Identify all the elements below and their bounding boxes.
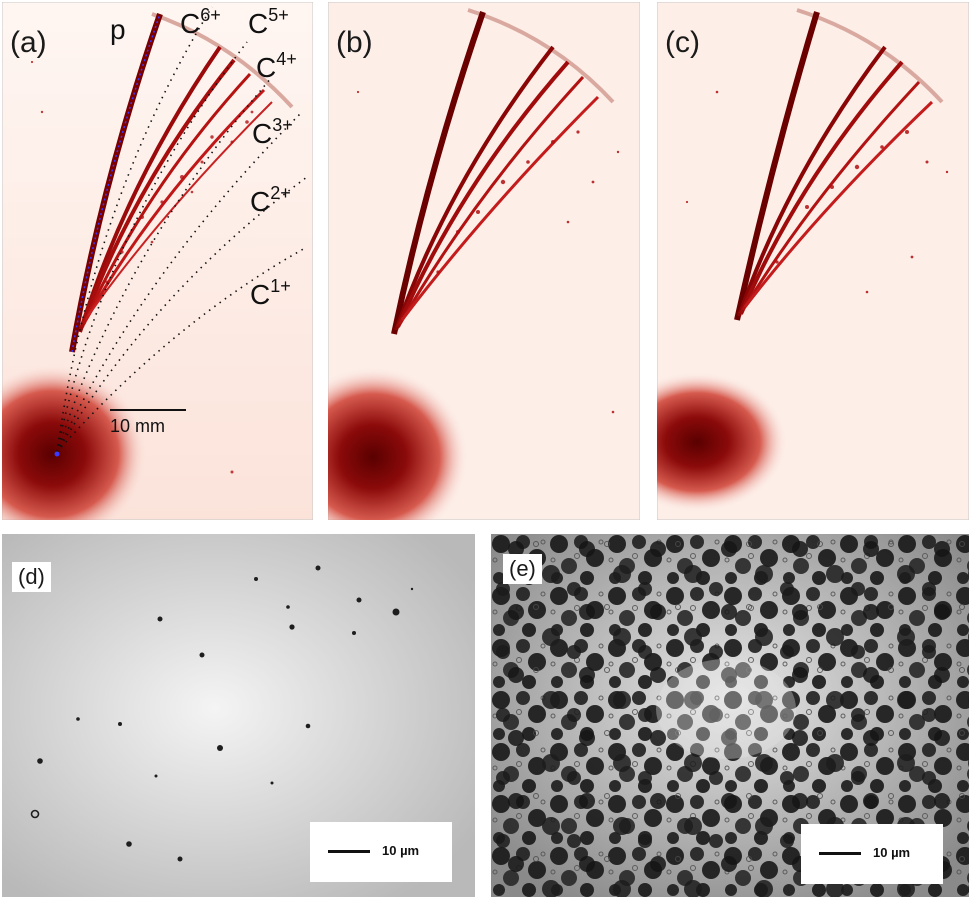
zero-order-spot — [328, 367, 468, 520]
panel-c-image — [657, 2, 969, 520]
panel-b-image — [328, 2, 640, 520]
zero-order-spot — [657, 372, 787, 512]
scale-bar-d: 10 µm — [310, 822, 452, 882]
panel-d: (d) 10 µm — [2, 534, 475, 897]
panel-b-label: (b) — [336, 26, 373, 59]
carbon-trace — [84, 88, 266, 321]
proton-trace — [734, 11, 820, 321]
ion-label-c3: C3+ — [252, 115, 293, 149]
panel-b: (b) — [328, 2, 640, 520]
scale-bar-d-label: 10 µm — [382, 843, 420, 858]
panel-c-label: (c) — [665, 26, 700, 59]
ion-label-p: p — [110, 14, 126, 45]
panel-d-label: (d) — [12, 562, 51, 592]
panel-c: (c) — [657, 2, 969, 520]
panel-e-label: (e) — [503, 554, 542, 584]
panel-e: (e) 10 µm — [491, 534, 969, 897]
carbon-trace — [394, 45, 555, 331]
ion-label-c2: C2+ — [250, 183, 291, 217]
ion-label-c6: C6+ — [180, 5, 221, 39]
panel-a-image — [2, 2, 313, 520]
scale-bar-d-line — [328, 850, 370, 853]
carbon-trace — [737, 45, 887, 317]
panel-a: (a) p C6+ C5+ C4+ C3+ C2+ C1+ 10 mm — [2, 2, 313, 520]
carbon-trace — [400, 95, 600, 321]
scale-bar-label: 10 mm — [110, 416, 166, 436]
carbon-trace — [739, 60, 904, 315]
carbon-trace — [741, 80, 921, 311]
zero-order-spot — [2, 364, 147, 520]
ion-label-c5: C5+ — [248, 5, 289, 39]
carbon-trace — [82, 72, 252, 325]
carbon-trace — [80, 58, 236, 328]
panel-a-label: (a) — [10, 26, 47, 59]
carbon-trace — [396, 60, 570, 328]
scale-bar-e-label: 10 µm — [873, 845, 911, 860]
carbon-trace — [743, 100, 934, 308]
scale-bar-line — [110, 409, 186, 411]
particle-dots — [37, 565, 414, 862]
ion-label-c1: C1+ — [250, 276, 291, 310]
carbon-trace — [398, 75, 585, 325]
proton-trace — [391, 11, 486, 335]
ion-label-c4: C4+ — [256, 49, 297, 83]
scale-bar-e-line — [819, 852, 861, 855]
carbon-trace — [87, 101, 273, 317]
scale-bar-e: 10 µm — [801, 824, 943, 884]
